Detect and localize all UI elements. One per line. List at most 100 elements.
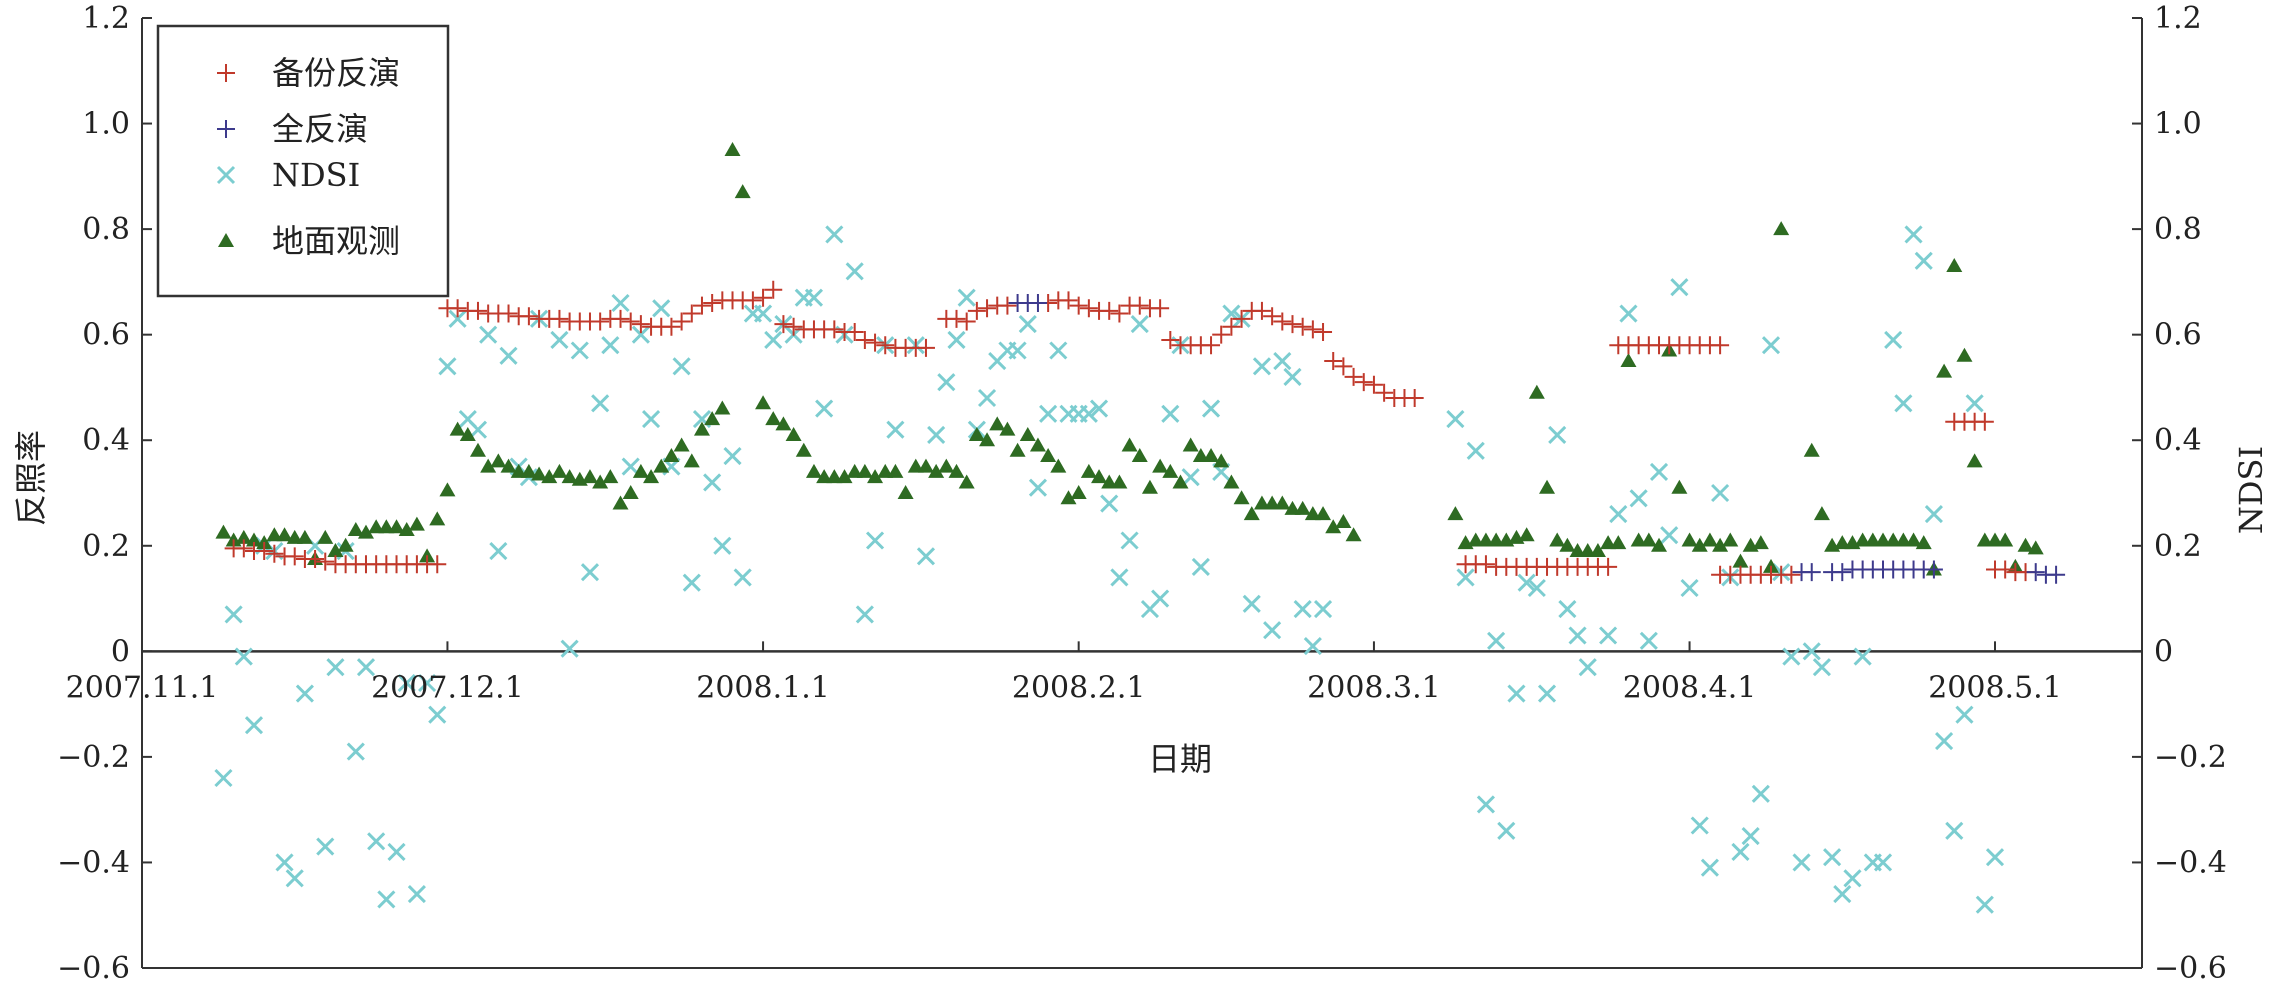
series-3-point bbox=[327, 543, 344, 558]
series-3-point bbox=[1101, 474, 1118, 489]
series-2-point bbox=[1731, 842, 1750, 861]
series-3-point bbox=[1111, 474, 1128, 489]
series-0-point bbox=[1110, 304, 1129, 323]
x-tick-label: 2007.12.1 bbox=[371, 670, 524, 705]
series-0-point bbox=[1782, 565, 1801, 584]
series-0-point bbox=[1354, 373, 1373, 392]
series-2-point bbox=[1089, 399, 1109, 418]
series-0-point bbox=[978, 299, 997, 318]
series-0-point bbox=[998, 296, 1017, 315]
series-1-point bbox=[1924, 560, 1943, 579]
series-2-point bbox=[346, 742, 365, 761]
series-2-point bbox=[1008, 341, 1027, 360]
series-0-point bbox=[754, 288, 773, 307]
x-tick-label: 2008.3.1 bbox=[1307, 670, 1441, 705]
series-3-point bbox=[846, 463, 863, 478]
series-3-point bbox=[561, 469, 578, 484]
series-3-point bbox=[1264, 495, 1281, 510]
series-3 bbox=[215, 141, 2044, 576]
series-3-point bbox=[1722, 532, 1739, 547]
series-0-point bbox=[1324, 352, 1343, 371]
series-2-point bbox=[285, 869, 304, 888]
series-2-point bbox=[1283, 367, 1302, 386]
series-2-point bbox=[1924, 505, 1943, 524]
series-1 bbox=[1008, 294, 2066, 584]
series-0-point bbox=[1222, 317, 1241, 336]
series-2 bbox=[214, 225, 2005, 914]
series-0-point bbox=[1202, 336, 1221, 355]
y-tick-left-label: 0 bbox=[111, 634, 130, 669]
series-3-point bbox=[1997, 532, 2014, 547]
series-3-point bbox=[388, 519, 405, 534]
series-3-point bbox=[1610, 535, 1627, 550]
series-3-point bbox=[439, 482, 456, 497]
series-0-point bbox=[1476, 555, 1495, 574]
series-2-point bbox=[916, 547, 936, 566]
series-2-point bbox=[1252, 357, 1272, 376]
series-2-point bbox=[1466, 441, 1485, 460]
x-tick-label: 2008.5.1 bbox=[1928, 670, 2062, 705]
series-3-point bbox=[632, 463, 649, 478]
series-0-point bbox=[1303, 320, 1322, 339]
series-2-point bbox=[1680, 578, 1699, 598]
chart-marks bbox=[214, 141, 2066, 914]
series-3-point bbox=[1467, 532, 1484, 547]
series-2-point bbox=[927, 425, 946, 445]
series-3-point bbox=[1875, 532, 1892, 547]
series-3-point bbox=[245, 532, 262, 547]
series-2-point bbox=[611, 293, 630, 313]
series-2-point bbox=[1456, 568, 1475, 587]
series-3-point bbox=[887, 463, 904, 478]
series-2-point bbox=[448, 309, 467, 328]
series-3-point bbox=[449, 421, 466, 436]
series-1-point bbox=[1802, 563, 1821, 582]
series-3-point bbox=[1182, 437, 1199, 452]
y-tick-left-label: 0.6 bbox=[82, 318, 130, 353]
series-2-point bbox=[621, 457, 640, 476]
series-3-point bbox=[663, 448, 680, 463]
y-tick-right-label: −0.2 bbox=[2154, 740, 2227, 775]
series-1-point bbox=[1833, 563, 1852, 582]
series-2-point bbox=[438, 357, 457, 376]
series-3-point bbox=[541, 469, 558, 484]
series-3-point bbox=[775, 416, 792, 431]
series-3-point bbox=[1987, 532, 2003, 547]
series-3-point bbox=[215, 524, 232, 539]
series-3-point bbox=[1630, 532, 1647, 547]
series-3-point bbox=[531, 466, 548, 481]
legend-marker bbox=[217, 120, 235, 138]
series-2-point bbox=[1914, 251, 1933, 270]
series-3-point bbox=[368, 519, 385, 534]
series-0-point bbox=[825, 320, 844, 339]
series-3-point bbox=[1834, 535, 1851, 550]
legend-marker bbox=[217, 64, 235, 82]
series-2-point bbox=[428, 705, 447, 724]
series-0-point bbox=[662, 317, 681, 336]
series-0-point bbox=[1130, 296, 1149, 315]
x-tick-label: 2008.1.1 bbox=[696, 670, 830, 705]
series-0-point bbox=[468, 301, 487, 320]
series-2-point bbox=[316, 837, 335, 856]
series-3-point bbox=[785, 426, 802, 441]
series-3-point bbox=[1172, 474, 1189, 489]
series-3-point bbox=[2017, 537, 2034, 552]
series-2-point bbox=[937, 373, 956, 392]
legend-label: 备份反演 bbox=[272, 54, 400, 92]
series-2-point bbox=[1619, 304, 1638, 323]
series-3-point bbox=[999, 421, 1016, 436]
series-3-point bbox=[765, 411, 782, 426]
series-2-point bbox=[1975, 895, 1994, 914]
series-0-point bbox=[967, 301, 986, 320]
series-3-point bbox=[1813, 506, 1830, 521]
series-3-point bbox=[337, 537, 354, 552]
series-3-point bbox=[510, 463, 527, 478]
series-2-point bbox=[1049, 341, 1068, 360]
series-0-point bbox=[876, 336, 895, 355]
series-0-point bbox=[1151, 299, 1170, 318]
series-2-point bbox=[377, 890, 396, 909]
series-0-point bbox=[784, 317, 803, 336]
series-0-point bbox=[703, 294, 722, 312]
y-axis-left-ticks: −0.6 −0.4 −0.2 0 0.2 0.4 0.6 0.8 1.0 1.2 bbox=[57, 1, 152, 986]
series-3-point bbox=[1976, 532, 1993, 547]
series-3-point bbox=[1488, 532, 1505, 547]
